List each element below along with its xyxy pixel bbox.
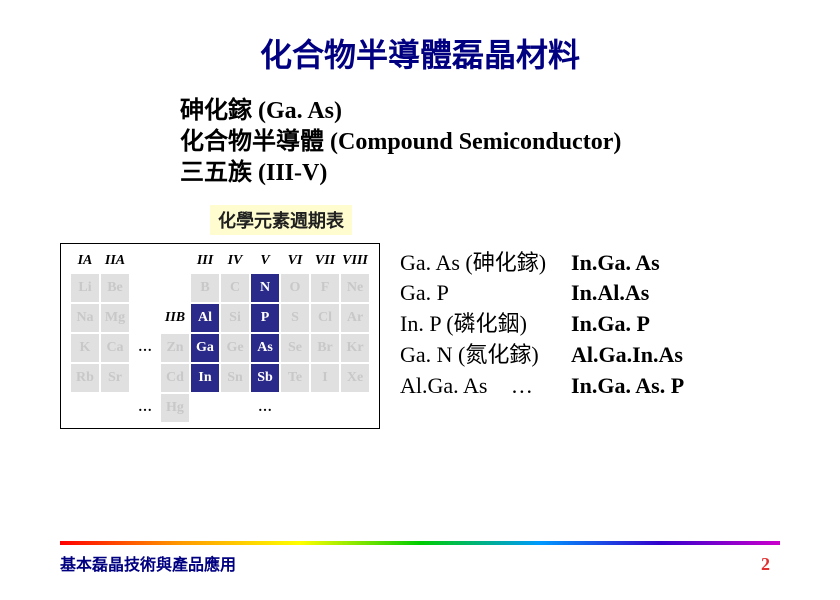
cell: Rb [71,364,99,392]
dots: … [131,334,159,362]
col-IIB: IIB [161,304,189,332]
page-title: 化合物半導體磊晶材料 [0,30,840,76]
col-IV: IV [221,250,249,272]
subtitle-2: 化合物半導體 (Compound Semiconductor) [180,127,840,158]
header-row: IA IIA III IV V VI VII VIII [71,250,369,272]
cell: S [281,304,309,332]
cell: Sr [101,364,129,392]
compound-item: In.Ga. As [571,248,684,279]
table-row: Na Mg IIB Al Si P S Cl Ar [71,304,369,332]
cell: Na [71,304,99,332]
compound-item: In.Al.As [571,278,684,309]
cell: Si [221,304,249,332]
cell-hl: N [251,274,279,302]
table-row: K Ca … Zn Ga Ge As Se Br Kr [71,334,369,362]
subtitle-block: 砷化鎵 (Ga. As) 化合物半導體 (Compound Semiconduc… [180,96,840,190]
table-row: … Hg … [71,394,369,422]
table-row: Li Be B C N O F Ne [71,274,369,302]
cell-hl: Sb [251,364,279,392]
col-III: III [191,250,219,272]
table-label: 化學元素週期表 [210,205,352,235]
cell-hl: As [251,334,279,362]
cell: Ge [221,334,249,362]
cell: C [221,274,249,302]
compound-list: Ga. As (砷化鎵) Ga. P In. P (磷化銦) Ga. N (氮化… [400,243,684,402]
compound-col-right: In.Ga. As In.Al.As In.Ga. P Al.Ga.In.As … [571,248,684,402]
cell: I [311,364,339,392]
cell: Te [281,364,309,392]
col-IA: IA [71,250,99,272]
cell-hl: Al [191,304,219,332]
dots: … [251,394,279,422]
cell: K [71,334,99,362]
compound-col-left: Ga. As (砷化鎵) Ga. P In. P (磷化銦) Ga. N (氮化… [400,248,546,402]
cell: O [281,274,309,302]
compound-item: Ga. N (氮化鎵) [400,340,546,371]
table-row: Rb Sr Cd In Sn Sb Te I Xe [71,364,369,392]
compound-item: In. P (磷化銦) [400,309,546,340]
subtitle-1: 砷化鎵 (Ga. As) [180,96,840,127]
cell: Ne [341,274,369,302]
cell: Xe [341,364,369,392]
cell: Cl [311,304,339,332]
cell: Be [101,274,129,302]
subtitle-3: 三五族 (III-V) [180,158,840,189]
periodic-table: IA IIA III IV V VI VII VIII Li Be B C N … [60,243,380,429]
cell-hl: Ga [191,334,219,362]
cell: Cd [161,364,189,392]
cell: Li [71,274,99,302]
footer-text: 基本磊晶技術與產品應用 [60,551,236,575]
cell: Se [281,334,309,362]
compound-item: Al.Ga. As … [400,371,546,402]
cell: Ca [101,334,129,362]
cell: Kr [341,334,369,362]
cell: Sn [221,364,249,392]
cell-hl: P [251,304,279,332]
cell: Ar [341,304,369,332]
col-VIII: VIII [341,250,369,272]
col-V: V [251,250,279,272]
dots: … [131,394,159,422]
compound-item: Ga. P [400,278,546,309]
cell: B [191,274,219,302]
compound-item: In.Ga. P [571,309,684,340]
compound-item: In.Ga. As. P [571,371,684,402]
page-number: 2 [761,554,770,575]
cell: Mg [101,304,129,332]
cell: Hg [161,394,189,422]
cell: Br [311,334,339,362]
col-IIA: IIA [101,250,129,272]
compound-item: Al.Ga.In.As [571,340,684,371]
col-VI: VI [281,250,309,272]
cell-hl: In [191,364,219,392]
compound-item: Ga. As (砷化鎵) [400,248,546,279]
col-VII: VII [311,250,339,272]
cell: F [311,274,339,302]
cell: Zn [161,334,189,362]
rainbow-divider [60,541,780,545]
